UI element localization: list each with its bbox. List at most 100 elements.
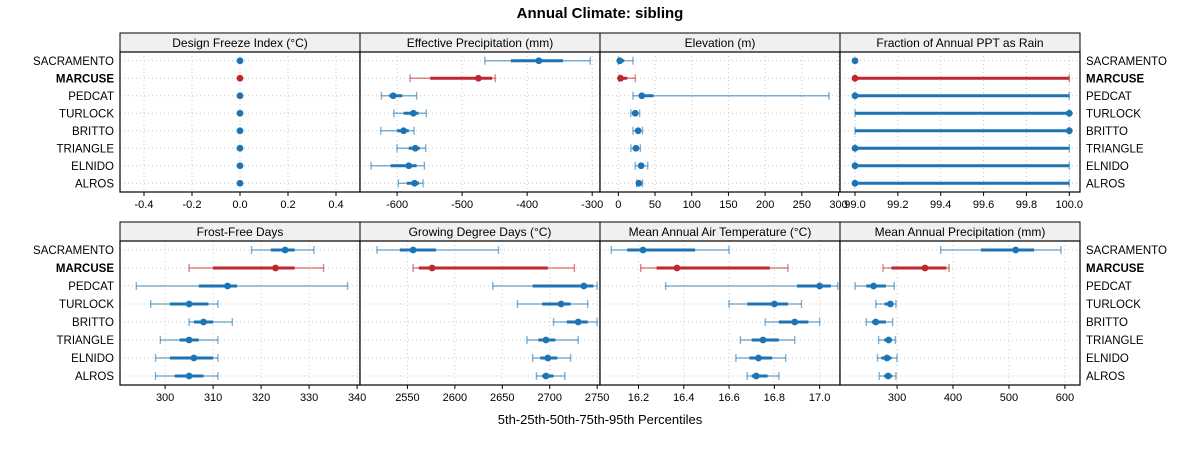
- x-tick-label: 0.2: [280, 199, 295, 211]
- errorbar-elnido: [851, 161, 1070, 170]
- median-dot: [883, 354, 891, 362]
- station-label-right-alros: ALROS: [1086, 178, 1125, 190]
- errorbar-sacramento: [610, 246, 730, 254]
- errorbar-marcuse: [640, 264, 789, 272]
- errorbar-sacramento: [616, 56, 634, 65]
- median-dot: [639, 246, 647, 254]
- x-tick-label: 150: [719, 199, 737, 211]
- x-tick-label: 300: [156, 392, 174, 404]
- station-label-left-alros: ALROS: [75, 178, 114, 190]
- x-tick-label: 400: [944, 392, 962, 404]
- panel-background: [840, 52, 1080, 192]
- median-dot: [816, 282, 824, 290]
- x-tick-label: 16.8: [764, 392, 785, 404]
- x-tick-label: 99.4: [930, 199, 951, 211]
- x-tick-label: 50: [649, 199, 661, 211]
- errorbar-triangle: [236, 144, 244, 152]
- x-tick-label: -400: [516, 199, 538, 211]
- panel-border: [839, 240, 1081, 386]
- median-dot: [535, 57, 543, 65]
- median-dot: [411, 179, 419, 187]
- station-label-right-turlock: TURLOCK: [1086, 299, 1141, 311]
- median-dot: [409, 109, 417, 117]
- panel-fraction-of-annual-ppt-as-rain: Fraction of Annual PPT as Rain 99.0 99.2 99…: [839, 32, 1084, 211]
- x-tick-label: 16.4: [673, 392, 694, 404]
- errorbar-pedcat: [492, 282, 598, 290]
- station-label-left-britto: BRITTO: [72, 317, 114, 329]
- errorbar-elnido: [735, 354, 787, 362]
- errorbar-britto: [380, 126, 415, 135]
- station-label-right-britto: BRITTO: [1086, 317, 1128, 329]
- x-tick-label: 16.6: [718, 392, 739, 404]
- station-label-left-triangle: TRIANGLE: [56, 143, 114, 155]
- median-dot: [631, 109, 639, 117]
- median-dot: [634, 127, 642, 135]
- station-label-left-elnido: ELNIDO: [71, 161, 114, 173]
- station-label-left-pedcat: PEDCAT: [68, 91, 114, 103]
- station-label-left-sacramento: SACRAMENTO: [33, 56, 114, 68]
- median-dot: [884, 372, 892, 380]
- median-dot: [637, 162, 645, 170]
- station-label-left-pedcat: PEDCAT: [68, 281, 114, 293]
- panel-mean-annual-precipitation-mm: Mean Annual Precipitation (mm) 300 400 500 6…: [839, 221, 1081, 404]
- panel-title: Elevation (m): [685, 36, 756, 50]
- panel-title: Design Freeze Index (°C): [172, 36, 308, 50]
- x-tick-label: 0.0: [232, 199, 247, 211]
- x-tick-label: 500: [1000, 392, 1018, 404]
- x-tick-label: -0.2: [183, 199, 202, 211]
- errorbar-sacramento: [236, 57, 244, 65]
- errorbar-alros: [878, 372, 897, 380]
- panel-elevation-m: Elevation (m) 0 50 100 150 200 250 300: [599, 32, 848, 211]
- errorbar-marcuse: [188, 264, 325, 272]
- median-dot: [224, 282, 231, 290]
- errorbar-marcuse: [236, 74, 244, 82]
- errorbar-marcuse: [617, 74, 636, 83]
- median-dot: [885, 336, 893, 344]
- median-dot: [921, 264, 929, 272]
- median-dot: [870, 282, 877, 290]
- panel-effective-precipitation-mm: Effective Precipitation (mm) -600 -500 -400…: [359, 32, 603, 211]
- errorbar-elnido: [236, 162, 244, 170]
- errorbar-turlock: [728, 300, 803, 308]
- station-label-left-turlock: TURLOCK: [59, 108, 114, 120]
- median-dot: [752, 372, 760, 380]
- panel-border: [839, 51, 1081, 193]
- median-dot: [236, 127, 244, 135]
- x-tick-label: 2600: [443, 392, 467, 404]
- x-tick-label: 600: [1056, 392, 1074, 404]
- errorbar-pedcat: [236, 92, 244, 100]
- errorbar-pedcat: [380, 91, 418, 100]
- panel-background: [600, 52, 840, 192]
- median-dot: [632, 144, 640, 152]
- panel-title: Growing Degree Days (°C): [409, 225, 552, 239]
- x-tick-label: 99.2: [887, 199, 908, 211]
- errorbar-alros: [535, 372, 566, 380]
- errorbar-turlock: [875, 300, 897, 308]
- median-dot: [236, 179, 244, 187]
- station-label-right-marcuse: MARCUSE: [1086, 73, 1144, 85]
- station-label-right-pedcat: PEDCAT: [1086, 281, 1132, 293]
- median-dot: [851, 144, 859, 152]
- median-dot: [872, 318, 880, 326]
- errorbar-britto: [865, 318, 894, 326]
- errorbar-triangle: [396, 144, 427, 153]
- station-label-left-marcuse: MARCUSE: [56, 73, 114, 85]
- station-label-right-britto: BRITTO: [1086, 126, 1128, 138]
- errorbar-britto: [764, 318, 821, 326]
- x-tick-label: 330: [300, 392, 318, 404]
- panel-title: Mean Annual Precipitation (mm): [875, 225, 1046, 239]
- errorbar-triangle: [526, 336, 579, 344]
- median-dot: [400, 127, 407, 135]
- x-tick-label: 100: [683, 199, 701, 211]
- panel-growing-degree-days-c: Growing Degree Days (°C) 2550 2600 2650 2700…: [359, 221, 609, 404]
- errorbar-triangle: [630, 144, 642, 153]
- median-dot: [755, 354, 762, 362]
- x-tick-label: 2650: [490, 392, 514, 404]
- x-tick-label: -300: [581, 199, 603, 211]
- median-dot: [281, 246, 289, 254]
- median-dot: [542, 372, 550, 380]
- x-tick-label: 250: [793, 199, 811, 211]
- errorbar-triangle: [159, 336, 219, 344]
- x-tick-label: 100.0: [1056, 199, 1084, 211]
